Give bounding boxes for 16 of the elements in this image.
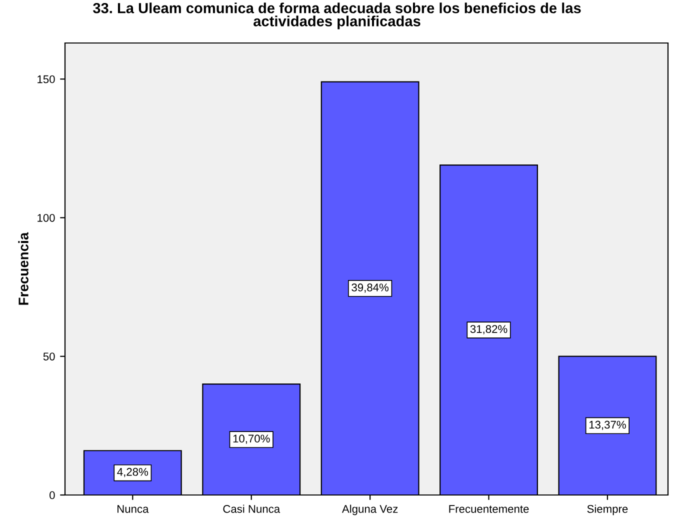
annotation: 4,28% [117, 468, 148, 478]
annotation: 13,37% [589, 420, 626, 430]
y-axis-title: Frecuencia [18, 232, 28, 305]
x-tick-label: Nunca [118, 505, 149, 513]
y-tick-label: 0 [50, 491, 55, 500]
annotation: 31,82% [470, 325, 508, 334]
y-tick-label: 50 [43, 352, 55, 360]
y-tick-label: 150 [38, 75, 55, 84]
chart-title: 33. La Uleam comunica de forma adecuada sobre los beneficios de las actividades planificadas [92, 2, 581, 30]
x-tick-label: Casi Nunca [223, 504, 280, 513]
x-tick-label: Frecuentemente [449, 505, 529, 513]
annotation: 10,70% [233, 434, 270, 444]
x-tick-label: Siempre [587, 504, 628, 516]
annotation: 39,84% [352, 284, 389, 293]
x-tick-label: Alguna Vez [342, 504, 398, 516]
y-tick-label: 100 [38, 214, 55, 222]
